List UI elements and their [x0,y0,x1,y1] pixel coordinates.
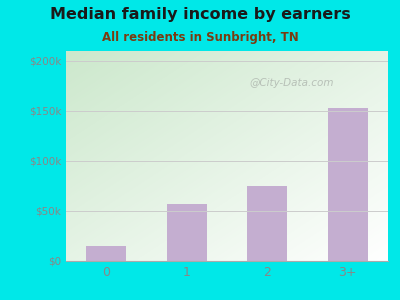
Bar [167,204,207,261]
Bar [328,108,368,261]
Text: All residents in Sunbright, TN: All residents in Sunbright, TN [102,32,298,44]
Bar [86,246,126,261]
Text: Median family income by earners: Median family income by earners [50,8,350,22]
Bar [247,186,287,261]
Text: @City-Data.com: @City-Data.com [249,77,334,88]
